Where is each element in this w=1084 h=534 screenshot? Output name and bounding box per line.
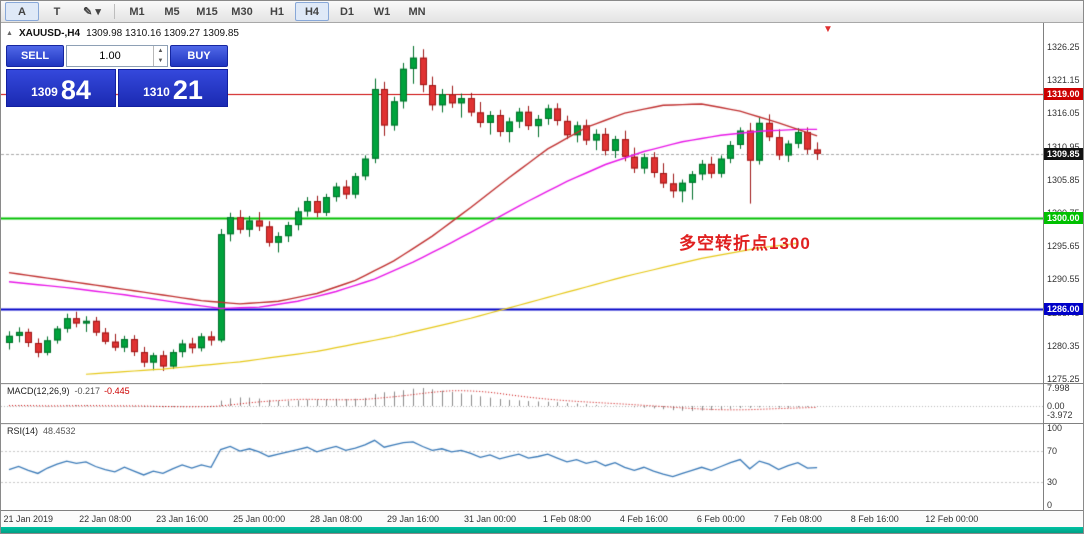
macd-axis-tick: -3.972 [1047, 409, 1073, 420]
volume-spin-down-icon[interactable]: ▼ [157, 58, 164, 64]
time-label: 21 Jan 2019 [3, 514, 54, 524]
current-price-badge: 1309.85 [1044, 147, 1083, 160]
price-tick: 1280.35 [1047, 340, 1080, 351]
macd-value-signal: -0.445 [104, 386, 130, 396]
timeframe-button-m30[interactable]: M30 [231, 5, 253, 18]
one-click-trade-panel: SELL 1.00 ▲ ▼ BUY 1309 84 1310 21 [6, 45, 228, 107]
price-tick: 1316.05 [1047, 108, 1080, 119]
price-tick: 1275.25 [1047, 374, 1080, 385]
toolbar: A T ✎ ▾ M1 M5 M15 M30 H1 H4 D1 W1 MN [1, 1, 1083, 23]
time-label: 31 Jan 00:00 [463, 514, 517, 524]
symbol-name: XAUUSD-,H4 [18, 28, 81, 39]
volume-value[interactable]: 1.00 [99, 50, 121, 62]
buy-price-display[interactable]: 1310 21 [118, 69, 228, 107]
time-axis[interactable]: 21 Jan 2019 22 Jan 08:00 23 Jan 16:00 25 Ja… [1, 510, 1083, 527]
macd-value-main: -0.217 [74, 386, 101, 396]
sell-price-display[interactable]: 1309 84 [6, 69, 116, 107]
price-tick: 1305.85 [1047, 174, 1080, 185]
rsi-indicator-canvas[interactable] [1, 423, 1043, 510]
time-label: 4 Feb 16:00 [619, 514, 668, 524]
symbol-info: ▲ XAUUSD-,H4 1309.98 1310.16 1309.27 130… [6, 28, 239, 39]
timeframe-button-m5[interactable]: M5 [164, 5, 180, 18]
time-label: 23 Jan 16:00 [156, 514, 209, 524]
macd-axis-tick: 7.998 [1047, 382, 1070, 393]
buy-button[interactable]: BUY [170, 45, 228, 67]
timeframe-button-m15[interactable]: M15 [196, 5, 218, 18]
volume-input[interactable]: 1.00 ▲ ▼ [66, 45, 168, 67]
toolbar-separator [114, 4, 115, 19]
toolbar-tools-group: A T ✎ ▾ [5, 2, 109, 21]
time-label: 25 Jan 00:00 [233, 514, 286, 524]
timeframe-buttons-group: M1 M5 M15 M30 H1 H4 D1 W1 MN [120, 2, 434, 21]
ohlc-values: 1309.98 1310.16 1309.27 1309.85 [86, 28, 239, 39]
timeframe-button-m1[interactable]: M1 [129, 5, 145, 18]
pane-separator [1044, 423, 1083, 424]
price-axis[interactable]: 1326.25 1321.15 1316.05 1310.95 1305.85 1300.… [1043, 23, 1083, 510]
buy-price-small: 1310 [143, 85, 170, 99]
macd-axis-tick: 0.00 [1047, 401, 1065, 411]
rsi-value: 48.4532 [43, 426, 76, 436]
time-label: 7 Feb 08:00 [773, 514, 822, 524]
time-label: 6 Feb 00:00 [696, 514, 745, 524]
time-label: 12 Feb 00:00 [925, 514, 979, 524]
volume-spinner: ▲ ▼ [153, 46, 167, 66]
rsi-axis-tick: 0 [1047, 500, 1053, 510]
macd-indicator-canvas[interactable] [1, 383, 1043, 423]
sell-button[interactable]: SELL [6, 45, 64, 67]
timeframe-button-w1[interactable]: W1 [373, 5, 391, 18]
timeframe-button-d1[interactable]: D1 [339, 5, 355, 18]
buy-price-big: 21 [172, 75, 203, 105]
time-label: 22 Jan 08:00 [79, 514, 132, 524]
volume-spin-up-icon[interactable]: ▲ [157, 48, 164, 54]
time-label: 1 Feb 08:00 [542, 514, 591, 524]
cursor-tool-button[interactable]: A [5, 2, 39, 21]
macd-name: MACD(12,26,9) [7, 386, 70, 396]
rsi-label: RSI(14) 48.4532 [7, 426, 76, 436]
rsi-name: RSI(14) [7, 426, 39, 436]
price-tick: 1321.15 [1047, 75, 1080, 86]
sell-arrow-marker: ▼ [823, 24, 833, 35]
time-label: 28 Jan 08:00 [310, 514, 363, 524]
pane-separator [1044, 383, 1083, 384]
timeframe-button-h4[interactable]: H4 [295, 2, 329, 21]
price-level-badge: 1300.00 [1044, 211, 1083, 224]
collapse-panel-icon[interactable]: ▲ [6, 30, 13, 37]
sell-price-small: 1309 [31, 85, 58, 99]
price-tick: 1310.95 [1047, 141, 1080, 152]
annotation-text: 多空转折点1300 [679, 234, 811, 253]
price-level-badge: 1286.00 [1044, 303, 1083, 316]
text-tool-button[interactable]: T [53, 5, 61, 18]
rsi-axis-tick: 100 [1047, 423, 1063, 433]
price-tick: 1295.65 [1047, 241, 1080, 252]
bottom-bar [1, 527, 1083, 533]
time-label: 8 Feb 16:00 [850, 514, 899, 524]
sell-price-big: 84 [60, 75, 91, 105]
macd-label: MACD(12,26,9) -0.217 -0.445 [7, 386, 130, 396]
time-label: 29 Jan 16:00 [387, 514, 440, 524]
draw-tool-button[interactable]: ✎ ▾ [83, 6, 101, 18]
price-tick: 1290.55 [1047, 274, 1080, 285]
price-tick: 1326.25 [1047, 41, 1080, 52]
timeframe-button-mn[interactable]: MN [408, 5, 426, 18]
timeframe-button-h1[interactable]: H1 [269, 5, 285, 18]
rsi-axis-tick: 70 [1047, 446, 1058, 457]
rsi-axis-tick: 30 [1047, 476, 1058, 487]
price-level-badge: 1319.00 [1044, 88, 1083, 101]
